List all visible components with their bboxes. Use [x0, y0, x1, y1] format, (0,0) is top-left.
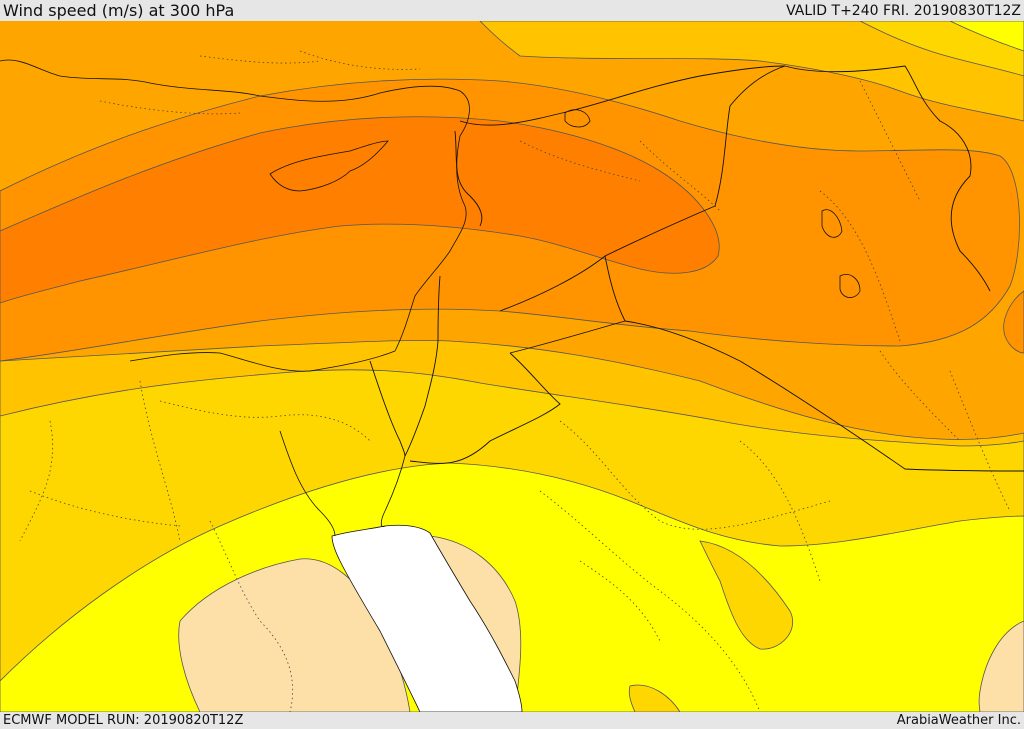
map-title: Wind speed (m/s) at 300 hPa	[3, 1, 235, 20]
band-higher-east	[1003, 290, 1024, 354]
model-run-label: ECMWF MODEL RUN: 20190820T12Z	[3, 713, 244, 728]
band-core	[0, 116, 720, 304]
border-israel-jordan	[404, 275, 441, 457]
border-iran-iraq	[784, 65, 991, 292]
red-sea	[331, 524, 523, 712]
footer-bar: ECMWF MODEL RUN: 20190820T12Z ArabiaWeat…	[0, 712, 1024, 729]
band-moderate-south	[628, 684, 681, 712]
border-lebanon	[454, 130, 483, 227]
header-bar: Wind speed (m/s) at 300 hPa VALID T+240 …	[0, 0, 1024, 21]
gulf-of-aqaba	[380, 455, 406, 528]
border-jordan-iraq	[604, 255, 626, 322]
border-iraq-saudi	[509, 320, 1024, 472]
lake-tharthar	[821, 209, 843, 238]
border-jordan-saudi	[409, 352, 561, 464]
lake-razzaza	[839, 274, 861, 298]
cyprus-island	[269, 140, 389, 192]
band-lowest-southeast	[978, 620, 1024, 712]
map-canvas	[0, 21, 1024, 712]
border-egypt-israel	[369, 360, 406, 457]
sinai-gulf-suez	[279, 430, 336, 537]
valid-time-label: VALID T+240 FRI. 20190830T12Z	[786, 3, 1021, 19]
turkey-coastline	[0, 59, 470, 137]
egypt-coastline	[129, 350, 396, 372]
levant-coastline	[394, 135, 467, 352]
province-boundaries	[19, 50, 1011, 712]
lake-van	[564, 109, 591, 128]
credit-label: ArabiaWeather Inc.	[896, 713, 1021, 728]
band-elevated-north	[479, 21, 1024, 122]
weather-map[interactable]	[0, 21, 1024, 712]
border-turkey-syria	[459, 65, 786, 126]
band-moderate-tongue	[699, 540, 793, 650]
